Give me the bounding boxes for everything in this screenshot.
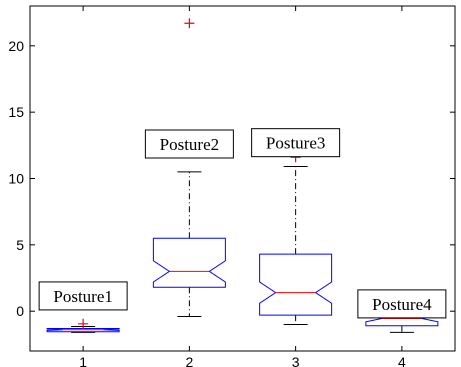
y-tick-label: 15: [8, 104, 24, 120]
x-tick-label: 2: [185, 354, 193, 367]
notched-box: [152, 237, 226, 288]
notched-box: [259, 253, 333, 316]
outlier-marker: [184, 18, 195, 29]
x-tick-label: 1: [79, 354, 87, 367]
annotation-label: Posture1: [53, 287, 113, 306]
annotation-box: [144, 129, 234, 159]
y-tick-label: 5: [16, 237, 24, 253]
annotation-label: Posture2: [160, 135, 220, 154]
annotation-box: [251, 128, 341, 158]
annotation-label: Posture3: [266, 134, 326, 153]
x-tick-label: 3: [292, 354, 300, 367]
annotation-box: [357, 289, 447, 319]
annotation-box: [38, 281, 128, 311]
y-tick-label: 20: [8, 38, 24, 54]
outlier-marker: [78, 318, 89, 329]
annotation-label: Posture4: [372, 295, 432, 314]
y-tick-label: 0: [16, 303, 24, 319]
x-tick-label: 4: [398, 354, 406, 367]
y-tick-label: 10: [8, 171, 24, 187]
